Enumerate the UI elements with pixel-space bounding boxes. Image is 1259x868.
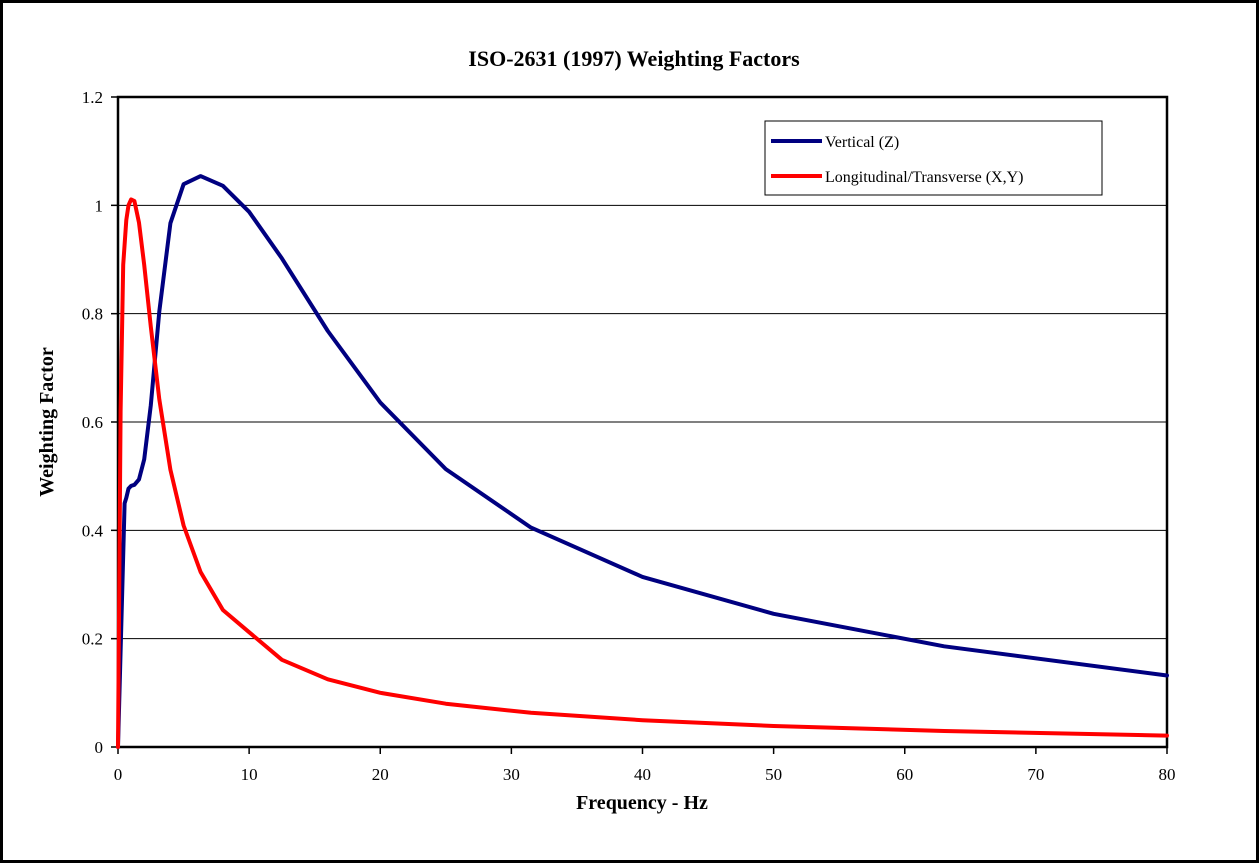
x-tick-label: 80	[1159, 765, 1176, 784]
x-tick-label: 70	[1027, 765, 1044, 784]
chart-title: ISO-2631 (1997) Weighting Factors	[468, 46, 800, 71]
x-tick-label: 40	[634, 765, 651, 784]
x-tick-label: 50	[765, 765, 782, 784]
x-tick-label: 10	[241, 765, 258, 784]
series-lines	[116, 174, 1169, 749]
y-tick-label: 1.2	[82, 88, 103, 107]
y-tick-label: 1	[95, 196, 104, 215]
legend-box	[764, 120, 1103, 196]
gridlines	[118, 204, 1167, 640]
series-line-vertical	[116, 174, 1169, 749]
x-tick-label: 30	[503, 765, 520, 784]
y-tick-label: 0.8	[82, 305, 103, 324]
x-tick-label: 60	[896, 765, 913, 784]
legend-label-longitudinal: Longitudinal/Transverse (X,Y)	[825, 169, 1024, 186]
y-axis-title: Weighting Factor	[36, 347, 58, 497]
series-line-longitudinal	[116, 197, 1169, 749]
x-tick-label: 0	[114, 765, 123, 784]
y-axis: 0 0.2 0.4 0.6 0.8 1 1.2	[82, 88, 118, 757]
y-tick-label: 0	[95, 738, 104, 757]
y-tick-label: 0.6	[82, 413, 103, 432]
x-tick-label: 20	[372, 765, 389, 784]
y-tick-label: 0.2	[82, 630, 103, 649]
y-tick-label: 0.4	[82, 521, 104, 540]
legend: Vertical (Z) Longitudinal/Transverse (X,…	[764, 120, 1103, 196]
x-axis-title: Frequency - Hz	[576, 792, 708, 814]
legend-label-vertical: Vertical (Z)	[825, 134, 899, 151]
x-axis: 0 10 20 30 40 50 60 70 80	[114, 747, 1176, 784]
